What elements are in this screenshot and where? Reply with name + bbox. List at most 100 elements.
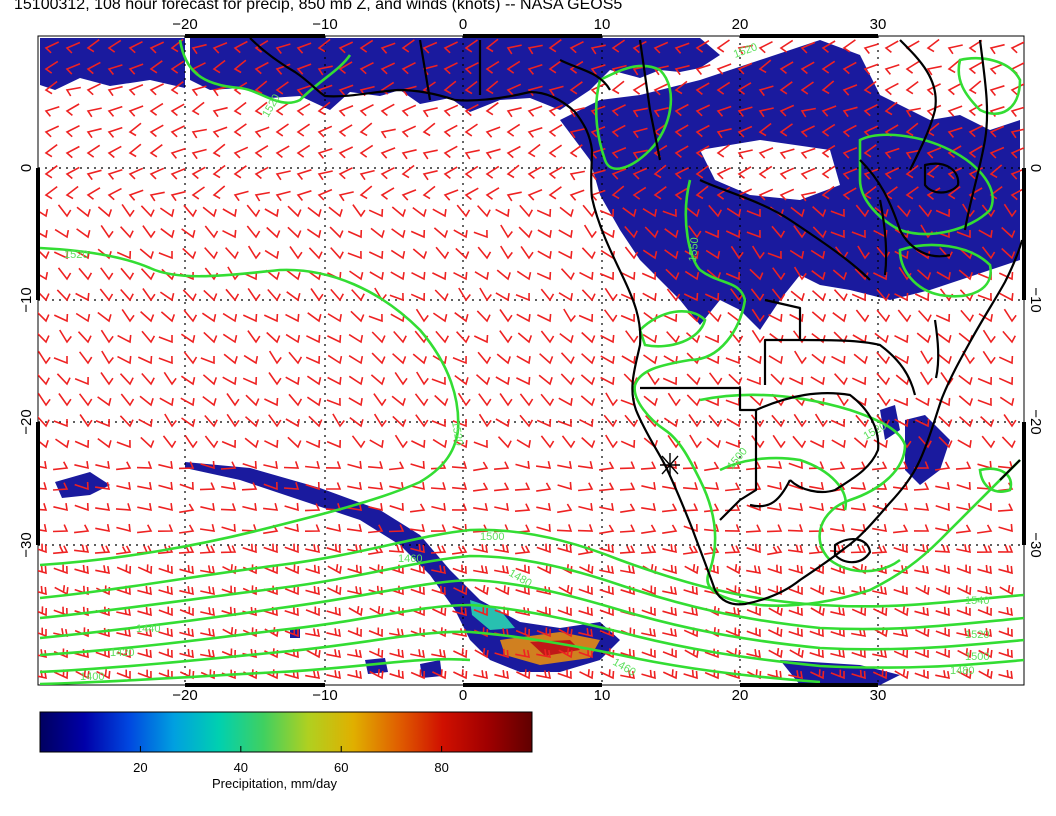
wind-barb — [478, 413, 492, 428]
wind-barb — [737, 44, 753, 55]
wind-barb — [981, 435, 996, 449]
wind-barb — [222, 376, 237, 386]
wind-barb — [348, 333, 364, 344]
star-icon — [660, 453, 680, 477]
wind-barb — [746, 565, 762, 574]
contour-label: 1400 — [80, 671, 104, 683]
wind-barb — [811, 290, 827, 302]
wind-barb — [751, 308, 765, 323]
wind-barb — [65, 185, 79, 200]
wind-barb — [620, 397, 635, 407]
wind-barb — [830, 524, 846, 532]
wind-barb — [779, 167, 795, 180]
wind-barb — [409, 524, 426, 532]
wind-barb — [851, 503, 867, 511]
wind-barb — [200, 356, 215, 365]
wind-barb — [956, 502, 971, 512]
wind-barb — [684, 250, 699, 260]
wind-barb — [182, 247, 197, 260]
wind-barb — [241, 482, 258, 491]
wind-barb — [662, 586, 677, 596]
wind-barb — [725, 607, 740, 617]
wind-barb — [704, 397, 719, 407]
wind-barb — [455, 247, 470, 260]
wind-barb — [515, 460, 530, 470]
wind-barb — [643, 354, 658, 365]
wind-barb — [368, 250, 384, 260]
wind-barb — [485, 38, 499, 53]
wind-barb — [305, 564, 320, 575]
wind-barb — [116, 669, 131, 680]
wind-barb — [140, 268, 155, 281]
wind-barb — [519, 414, 534, 428]
wind-barb — [179, 606, 194, 617]
wind-barb — [137, 502, 152, 512]
wind-barb — [998, 564, 1013, 575]
wind-barb — [65, 86, 81, 97]
wind-barb — [810, 249, 826, 260]
wind-barb — [74, 376, 89, 386]
wind-barb — [79, 414, 93, 428]
wind-barb — [999, 584, 1014, 596]
wind-barb — [605, 392, 618, 407]
wind-barb — [401, 164, 415, 179]
wind-barb — [401, 39, 415, 53]
wind-barb — [142, 225, 156, 239]
wind-barb — [392, 415, 407, 428]
wind-barb — [737, 106, 753, 117]
wind-barb — [296, 84, 312, 96]
wind-barb — [380, 62, 396, 75]
wind-barb — [935, 208, 951, 218]
wind-barb — [855, 309, 870, 323]
wind-barb — [745, 524, 762, 533]
wind-barb — [38, 606, 47, 617]
wind-barb — [432, 312, 448, 323]
wind-barb — [662, 648, 677, 659]
wind-barb — [936, 397, 951, 407]
gridlines — [38, 36, 1024, 685]
wind-barb — [53, 461, 69, 471]
wind-barb — [884, 167, 900, 180]
lon-tick-bottom: 10 — [594, 687, 611, 700]
wind-barb — [548, 144, 563, 158]
wind-barb — [982, 329, 996, 344]
wind-barb — [391, 395, 406, 407]
wind-barb — [926, 187, 941, 201]
wind-barb — [611, 168, 627, 180]
wind-barb — [581, 437, 596, 449]
wind-barb — [872, 586, 887, 596]
wind-barb — [853, 437, 869, 449]
wind-barb — [998, 461, 1014, 469]
wind-barb — [506, 164, 520, 179]
wind-barb — [935, 313, 951, 323]
wind-barb — [599, 565, 614, 575]
wind-barb — [624, 414, 639, 428]
wind-barb — [107, 105, 123, 117]
border-7 — [859, 159, 951, 258]
wind-barb — [95, 418, 110, 428]
wind-barb — [537, 250, 552, 260]
wind-barb — [682, 461, 699, 470]
wind-barb — [204, 225, 219, 239]
wind-barb — [977, 628, 992, 638]
wind-barb — [599, 271, 614, 281]
wind-barb — [44, 185, 58, 200]
contour-kenya — [978, 467, 1013, 493]
wind-barb — [683, 607, 698, 617]
wind-barb — [863, 125, 879, 138]
wind-barb — [527, 166, 542, 180]
wind-barb — [116, 481, 131, 491]
border-13 — [963, 39, 989, 231]
wind-barb — [914, 669, 929, 680]
wind-barb — [716, 81, 731, 95]
wind-barb — [863, 168, 879, 180]
contour-east-3 — [957, 56, 1022, 116]
wind-barb — [704, 524, 720, 532]
wind-barb — [794, 350, 807, 365]
wind-barb — [479, 287, 492, 302]
wind-barb — [74, 460, 89, 470]
wind-barb — [989, 146, 1005, 159]
wind-barb — [913, 482, 930, 491]
wind-barb — [620, 313, 635, 323]
wind-barb — [810, 585, 825, 596]
